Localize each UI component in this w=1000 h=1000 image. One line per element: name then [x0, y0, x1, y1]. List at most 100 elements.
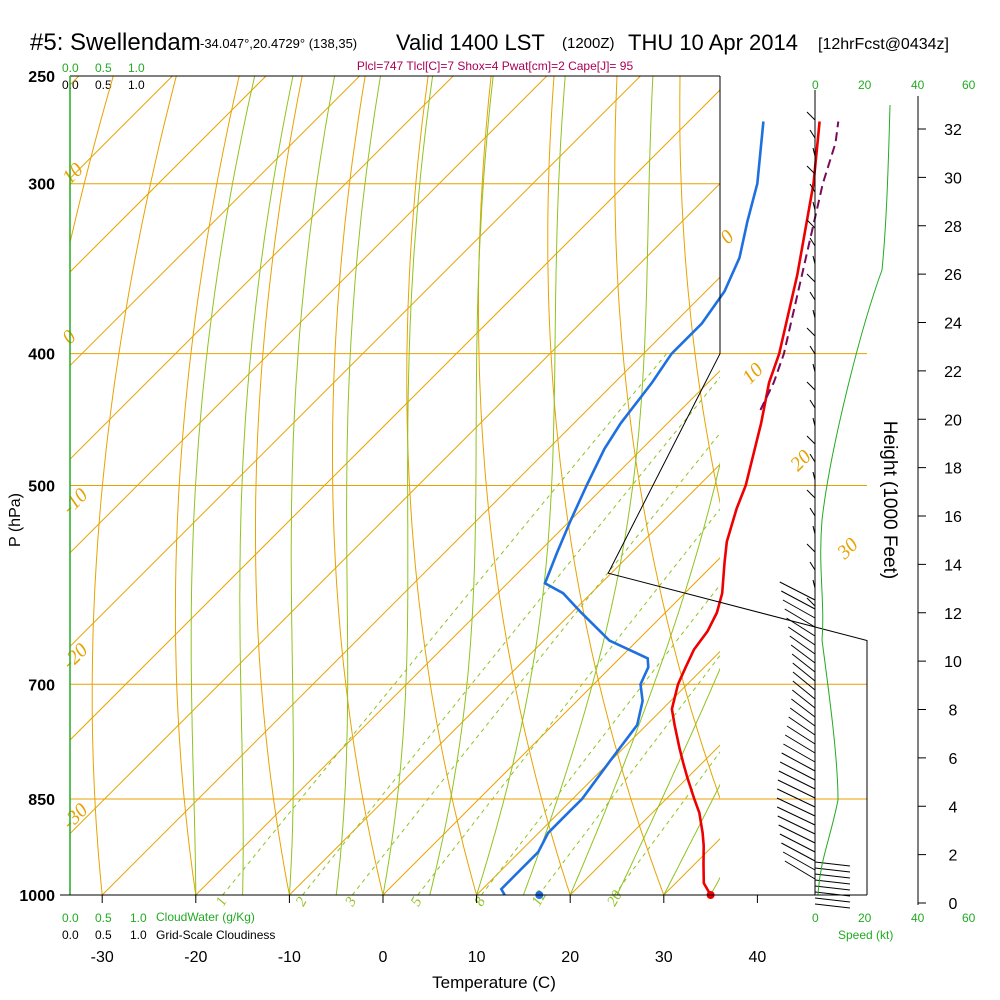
wind-barb: [786, 725, 816, 745]
dry-adiabat: [255, 76, 303, 895]
svg-text:60: 60: [962, 78, 976, 92]
cloudwater-scale-bottom: 0.0 0.5 1.0 CloudWater (g/Kg): [62, 910, 255, 925]
moist-adiabat: [663, 783, 720, 895]
svg-text:1.0: 1.0: [130, 911, 147, 925]
wind-barb: [812, 525, 816, 535]
wind-barb: [812, 147, 816, 157]
x-tick-label: 10: [468, 949, 486, 966]
wind-barb: [777, 788, 816, 808]
wind-barb: [809, 291, 816, 301]
moist-adiabat: [239, 76, 294, 895]
y2-tick-label: 32: [944, 122, 962, 139]
dry-adiabat: [806, 76, 1000, 924]
x-tick-label: -30: [91, 949, 114, 966]
stability-indices: Plcl=747 Tlcl[C]=7 Shox=4 Pwat[cm]=2 Cap…: [357, 59, 634, 73]
wind-barb: [809, 453, 816, 463]
y2-tick-label: 28: [944, 219, 962, 236]
y2-tick-label: 14: [944, 557, 962, 574]
wind-barbs: [607, 76, 891, 909]
dry-adiabat: [174, 76, 240, 895]
wind-barb: [814, 861, 851, 867]
wind-barb: [778, 824, 816, 844]
dry-adiabat: [406, 76, 478, 895]
speed-scale-bottom: 0 20 40 60 Speed (kt): [812, 911, 976, 942]
mixing-ratio-line: [613, 751, 720, 895]
dry-adiabat: [743, 76, 960, 924]
wind-barb: [806, 273, 816, 283]
wind-barb: [812, 417, 816, 427]
wind-barb: [806, 597, 816, 607]
isotherm-label: -30: [58, 799, 92, 833]
wind-barb: [812, 471, 816, 481]
wind-barb: [784, 860, 816, 880]
wind-barb: [814, 873, 851, 879]
dry-adiabat: [91, 76, 177, 895]
moist-adiabat: [429, 76, 494, 895]
wind-barb: [814, 897, 851, 903]
moist-adiabat: [190, 76, 256, 895]
wind-barb: [814, 867, 851, 873]
wind-barb: [781, 842, 816, 862]
moist-adiabat: [616, 667, 720, 895]
wind-barb: [782, 599, 816, 619]
x-tick-label: -20: [184, 949, 207, 966]
wind-barb: [781, 752, 816, 772]
dry-adiabat: [332, 76, 384, 895]
wind-barb: [806, 111, 816, 121]
x-tick-label: -10: [278, 949, 301, 966]
y2-tick-label: 2: [949, 848, 958, 865]
wind-speed-profile: [817, 104, 891, 896]
isotherm-line: [70, 76, 267, 273]
isotherm-label: -20: [58, 639, 92, 673]
dry-adiabat: [932, 76, 1000, 924]
mixing-ratio-label: 3: [342, 895, 360, 910]
moist-adiabat: [522, 76, 654, 895]
y-tick-label: 500: [28, 479, 55, 496]
wind-barb: [789, 635, 816, 655]
wind-barb: [779, 833, 816, 853]
wind-barb: [778, 770, 816, 790]
y2-tick-label: 18: [944, 461, 962, 478]
y2-tick-label: 26: [944, 267, 962, 284]
moist-adiabat: [335, 76, 381, 895]
wind-barb: [806, 435, 816, 445]
forecast-label: [12hrFcst@0434z]: [818, 36, 949, 53]
y2-tick-label: 0: [949, 896, 958, 913]
svg-text:20: 20: [858, 78, 872, 92]
wind-barb: [792, 662, 816, 682]
x-tick-label: 0: [379, 949, 388, 966]
x-tick-label: 30: [655, 949, 673, 966]
wind-barb: [784, 608, 816, 628]
svg-text:20: 20: [858, 911, 872, 925]
svg-text:CloudWater (g/Kg): CloudWater (g/Kg): [156, 910, 255, 924]
mixing-ratio-line: [302, 376, 720, 895]
wind-barb: [791, 653, 816, 673]
wind-barb: [777, 815, 816, 835]
temperature-profile: [670, 121, 821, 896]
y2-tick-label: 16: [944, 509, 962, 526]
isotherm-label: 0: [716, 226, 739, 249]
wind-barb: [787, 626, 816, 646]
wind-barb: [806, 165, 816, 175]
wind-barb: [790, 644, 816, 664]
dry-adiabat: [614, 76, 720, 800]
wind-barb: [812, 255, 816, 265]
y2-tick-label: 20: [944, 412, 962, 429]
isotherm-line: [70, 76, 360, 367]
svg-text:0: 0: [812, 911, 819, 925]
isotherm-label: 30: [832, 534, 862, 564]
svg-text:0.5: 0.5: [95, 78, 112, 92]
wind-barb: [781, 590, 816, 610]
wind-barb: [792, 671, 816, 691]
svg-text:0.0: 0.0: [62, 928, 79, 942]
wind-barb: [809, 507, 816, 517]
mixing-ratio-label: 20: [604, 888, 626, 909]
wind-barb: [809, 561, 816, 571]
isotherm-label: 20: [786, 446, 816, 476]
cloudiness-scale-top: 0.0 0.5 1.0: [62, 78, 145, 92]
dry-adiabat: [995, 76, 1000, 924]
wind-barb: [791, 689, 816, 709]
wind-barb: [806, 327, 816, 337]
wind-barb: [789, 707, 816, 727]
